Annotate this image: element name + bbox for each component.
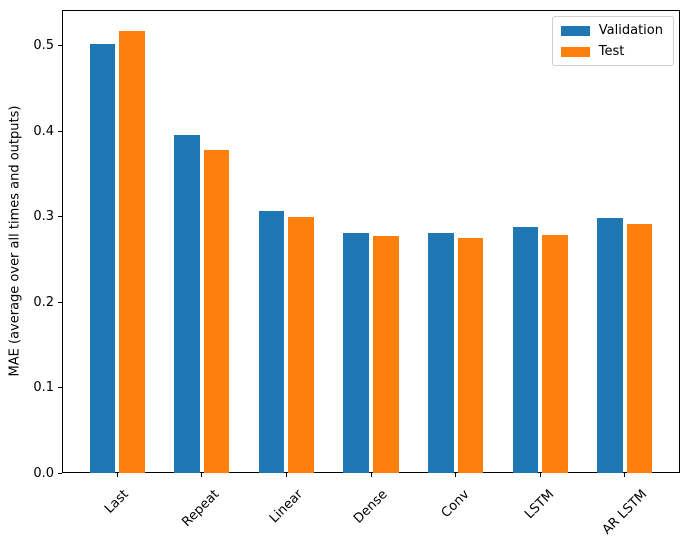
y-tick-label: 0.2 [33,294,54,310]
x-tick-label-last: Last [101,487,132,517]
bar-validation-lstm [512,226,539,473]
bar-validation-repeat [174,134,200,473]
bar-validation-conv [428,232,454,473]
bar-validation-last [89,44,115,473]
bar-test-lstm [542,234,568,473]
x-tick-mark [539,473,541,477]
bar-test-conv [457,238,484,473]
plot-area [62,10,680,473]
x-tick-label-conv: Conv [438,487,473,521]
x-tick-mark [370,473,372,477]
y-tick-label: 0.1 [33,380,54,396]
bar-validation-linear [258,210,285,473]
legend-label-validation: Validation [598,23,663,38]
y-tick-mark [58,301,62,303]
x-tick-mark [116,473,118,477]
bar-validation-ar-lstm [597,217,623,473]
y-tick-mark [58,45,62,47]
legend-swatch-validation [560,25,590,36]
x-tick-label-ar-lstm: AR LSTM [599,487,650,538]
legend-label-test: Test [598,44,625,59]
bar-validation-dense [343,232,369,473]
x-tick-mark [285,473,287,477]
legend-item-validation: Validation [560,23,663,38]
y-tick-mark [58,130,62,132]
y-tick-label: 0.3 [33,209,54,225]
bar-test-ar-lstm [627,223,653,473]
legend-item-test: Test [560,44,663,59]
y-tick-label: 0.4 [33,123,54,139]
y-tick-mark [58,216,62,218]
x-tick-mark [624,473,626,477]
y-tick-label: 0.0 [33,465,54,481]
legend-swatch-test [560,46,590,57]
bar-test-linear [288,216,314,473]
bar-test-repeat [203,150,230,473]
y-tick-mark [58,387,62,389]
bar-test-last [119,31,145,473]
x-tick-label-repeat: Repeat [179,487,223,530]
x-tick-label-lstm: LSTM [522,487,558,523]
x-tick-mark [455,473,457,477]
y-tick-mark [58,472,62,474]
legend: Validation Test [551,16,674,66]
y-tick-label: 0.5 [33,38,54,54]
x-tick-label-linear: Linear [266,487,306,527]
x-tick-label-dense: Dense [350,487,391,527]
x-tick-mark [201,473,203,477]
bar-test-dense [373,235,399,473]
y-axis-label: MAE (average over all times and outputs) [7,105,23,377]
